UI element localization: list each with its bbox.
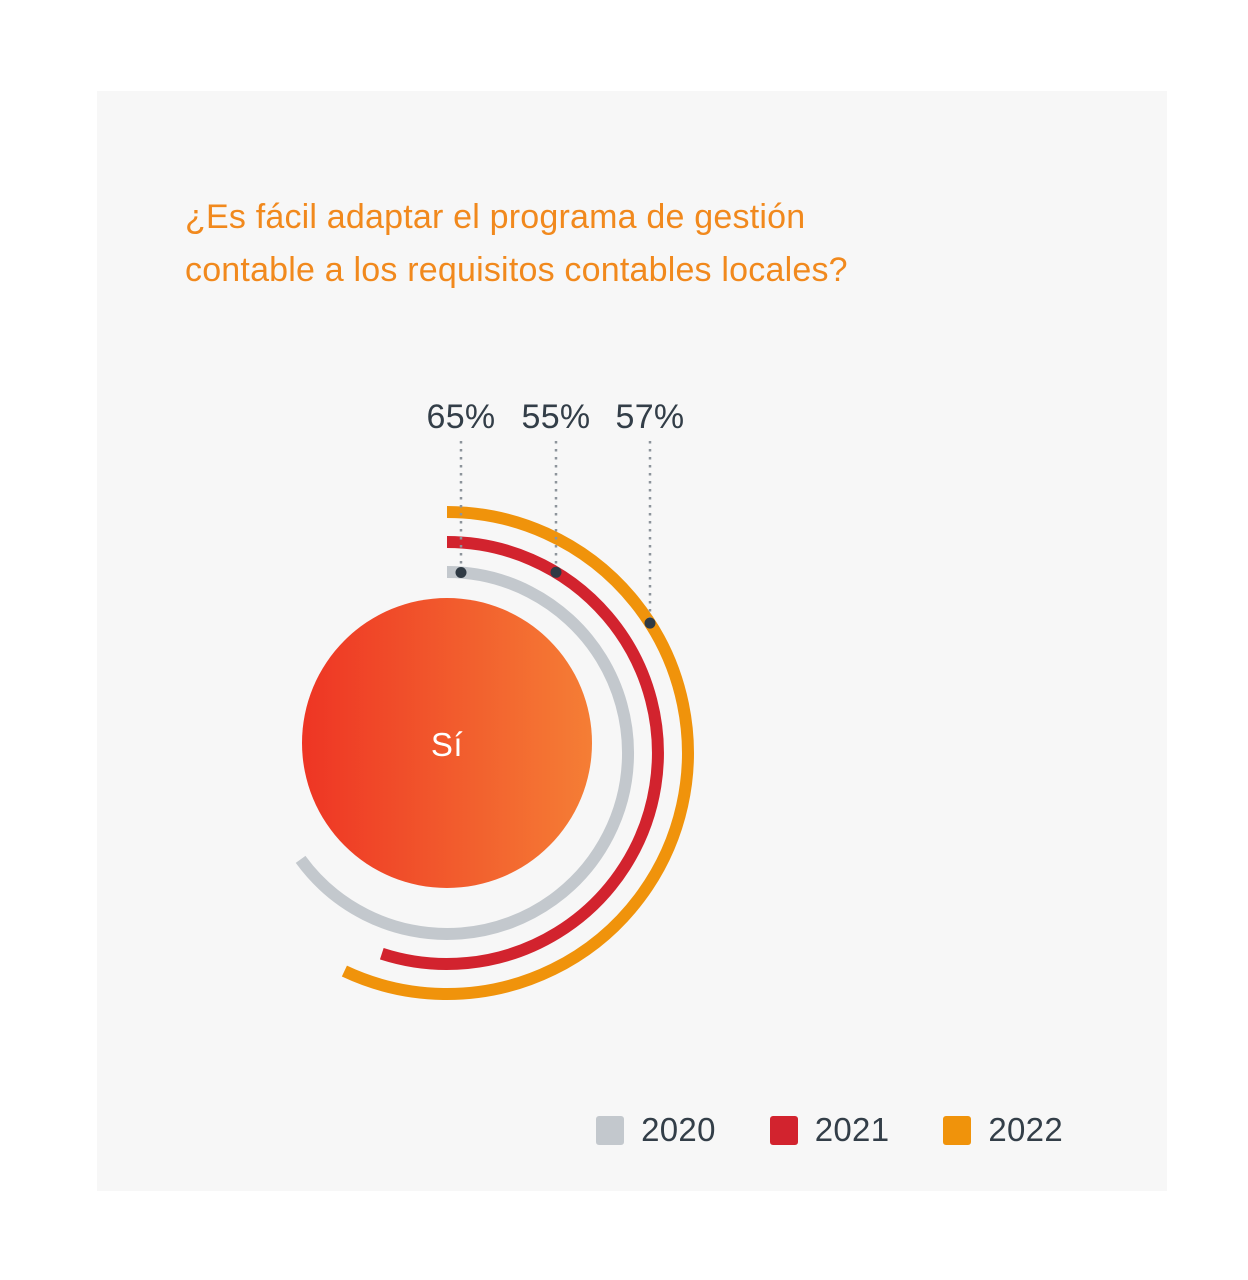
value-label-2021: 55% — [522, 398, 591, 436]
arc-2020 — [295, 566, 634, 940]
value-label-2022: 57% — [616, 398, 685, 436]
center-circle — [302, 598, 592, 888]
legend-label-2021: 2021 — [814, 1111, 890, 1148]
legend-item: 2020 — [596, 1111, 716, 1149]
legend-label-2020: 2020 — [641, 1111, 716, 1148]
legend-item: 2021 — [769, 1111, 890, 1149]
arc-2022 — [341, 506, 694, 1000]
value-label-2020: 65% — [427, 398, 496, 436]
radial-arc-chart: 65% 55% 57% Sí — [295, 398, 694, 1000]
leader-dot-2021 — [550, 566, 562, 578]
chart-title-line-2: contable a los requisitos contables loca… — [185, 251, 848, 289]
legend-swatch-2020 — [596, 1115, 625, 1145]
leader-dot-2020 — [455, 567, 467, 578]
legend-swatch-2021 — [769, 1115, 798, 1145]
center-circle-label: Sí — [431, 726, 463, 763]
legend-label-2022: 2022 — [988, 1111, 1063, 1148]
chart-panel: ¿Es fácil adaptar el programa de gestión… — [97, 91, 1167, 1191]
chart-title: ¿Es fácil adaptar el programa de gestión… — [185, 191, 1045, 297]
legend-item: 2022 — [943, 1111, 1063, 1149]
leader-dot-2022 — [644, 617, 656, 629]
chart-title-line-1: ¿Es fácil adaptar el programa de gestión — [185, 198, 806, 236]
legend-swatch-2022 — [943, 1115, 972, 1145]
legend: 2020 2021 2022 — [596, 1111, 1063, 1149]
